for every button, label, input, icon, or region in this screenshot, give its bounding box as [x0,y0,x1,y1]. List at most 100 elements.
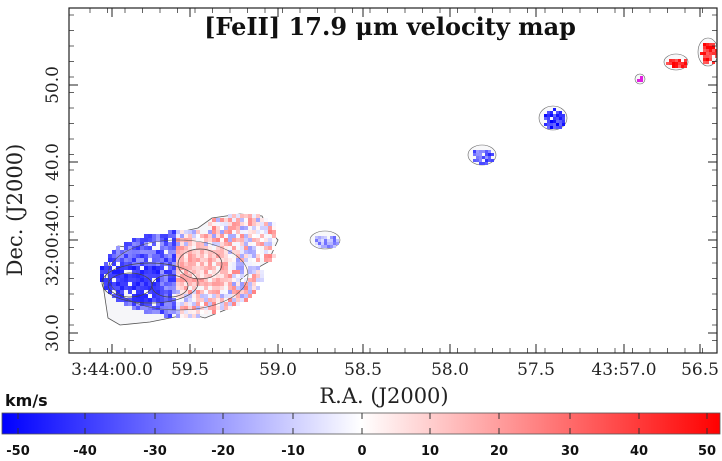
velocity-pixel [188,258,192,262]
velocity-pixel [252,274,256,278]
velocity-pixel [140,294,144,298]
velocity-pixel [212,274,216,278]
velocity-pixel [709,52,712,55]
velocity-pixel [709,43,712,46]
velocity-pixel [224,306,228,310]
velocity-pixel [491,159,494,162]
velocity-pixel [252,266,256,270]
velocity-pixel [240,262,244,266]
velocity-pixel [140,250,144,254]
velocity-pixel [264,226,268,230]
velocity-pixel [188,294,192,298]
velocity-pixel [637,79,640,82]
velocity-pixel [248,222,252,226]
velocity-pixel [184,298,188,302]
velocity-pixel [184,282,188,286]
velocity-pixel [236,274,240,278]
velocity-pixel [192,310,196,314]
velocity-pixel [104,278,108,282]
velocity-pixel [196,230,200,234]
velocity-pixel [136,238,140,242]
velocity-pixel [236,270,240,274]
velocity-pixel [152,254,156,258]
velocity-pixel [192,290,196,294]
flux-contour [101,262,199,304]
velocity-pixel [204,306,208,310]
velocity-pixel [256,226,260,230]
velocity-pixel [244,246,248,250]
velocity-pixel [706,61,709,64]
velocity-pixel [232,278,236,282]
velocity-pixel [220,290,224,294]
velocity-pixel [220,266,224,270]
velocity-pixel [140,302,144,306]
velocity-pixel [240,294,244,298]
colorbar-tick-label: -30 [143,444,167,459]
velocity-pixel [148,298,152,302]
velocity-pixel [703,43,706,46]
velocity-pixel [200,290,204,294]
velocity-pixel [252,282,256,286]
velocity-pixel [232,290,236,294]
velocity-pixel [172,262,176,266]
velocity-pixel [224,274,228,278]
velocity-pixel [236,286,240,290]
velocity-pixel [156,250,160,254]
velocity-pixel [232,214,236,218]
velocity-pixel [712,52,715,55]
velocity-pixel [200,310,204,314]
velocity-pixel [228,250,232,254]
velocity-pixel [224,246,228,250]
velocity-pixel [172,278,176,282]
velocity-pixel [152,294,156,298]
velocity-pixel [544,117,547,120]
velocity-pixel [252,242,256,246]
velocity-pixel [124,258,128,262]
velocity-pixel [160,278,164,282]
velocity-pixel [220,222,224,226]
velocity-pixel [200,258,204,262]
velocity-pixel [124,278,128,282]
velocity-pixel [220,226,224,230]
velocity-pixel [188,306,192,310]
velocity-pixel [706,46,709,49]
main-lobe [100,213,279,326]
velocity-pixel [700,52,703,55]
velocity-pixel [148,266,152,270]
velocity-pixel [164,286,168,290]
velocity-pixel [333,245,336,248]
velocity-pixel [220,302,224,306]
velocity-pixel [228,266,232,270]
velocity-pixel [172,230,176,234]
velocity-pixel [482,156,485,159]
velocity-pixel [144,274,148,278]
velocity-pixel [192,278,196,282]
velocity-pixel [248,286,252,290]
velocity-pixel [156,282,160,286]
velocity-pixel [140,246,144,250]
velocity-pixel [488,150,491,153]
velocity-pixel [144,286,148,290]
velocity-pixel [128,274,132,278]
velocity-pixel [172,306,176,310]
velocity-pixel [248,238,252,242]
velocity-pixel [473,153,476,156]
velocity-pixel [160,246,164,250]
velocity-pixel [204,234,208,238]
velocity-pixel [244,242,248,246]
velocity-pixel [116,298,120,302]
velocity-pixel [184,262,188,266]
velocity-pixel [236,242,240,246]
velocity-pixel [116,246,120,250]
velocity-pixel [108,290,112,294]
velocity-pixel [228,222,232,226]
velocity-pixel [236,222,240,226]
colorbar-tick-label: 30 [561,444,579,459]
velocity-pixel [556,123,559,126]
velocity-pixel [260,242,264,246]
velocity-pixel [330,245,333,248]
velocity-pixel [124,286,128,290]
velocity-pixel [188,302,192,306]
velocity-pixel [180,286,184,290]
velocity-pixel [120,262,124,266]
